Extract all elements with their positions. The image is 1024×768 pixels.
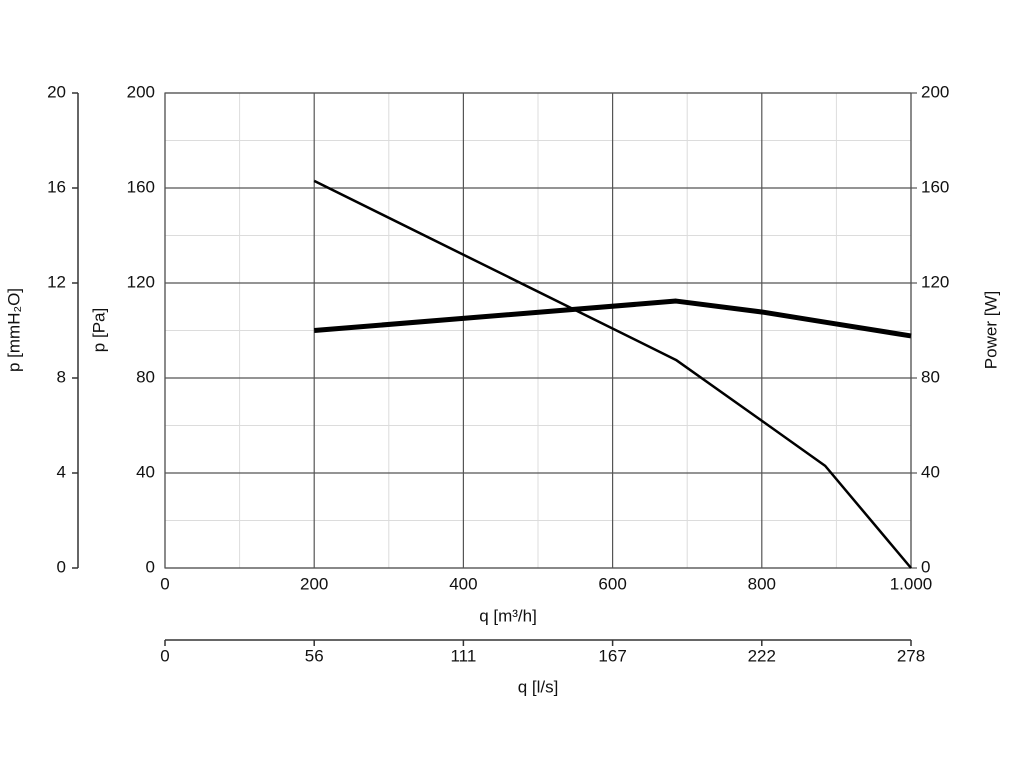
y2-tick-label: 0 xyxy=(921,557,930,576)
x2-tick-label: 0 xyxy=(160,646,169,665)
y3-axis-label: p [mmH₂O] xyxy=(4,288,23,372)
series-line xyxy=(313,298,912,339)
y2-tick-label: 160 xyxy=(921,177,949,196)
x2-tick-label: 111 xyxy=(450,646,476,665)
y-axis-label: p [Pa] xyxy=(89,308,108,352)
y3-tick-label: 4 xyxy=(57,462,66,481)
y-tick-label: 40 xyxy=(136,462,155,481)
x-axis-label: q [m³/h] xyxy=(479,606,537,625)
x-tick-label: 1.000 xyxy=(890,574,933,593)
y-tick-label: 120 xyxy=(127,272,155,291)
y2-tick-label: 80 xyxy=(921,367,940,386)
y3-tick-label: 8 xyxy=(57,367,66,386)
x-tick-label: 600 xyxy=(598,574,626,593)
x-tick-label: 800 xyxy=(748,574,776,593)
x2-axis-label: q [l/s] xyxy=(518,677,559,696)
y3-tick-label: 16 xyxy=(47,177,66,196)
x2-tick-label: 167 xyxy=(598,646,626,665)
x2-tick-label: 278 xyxy=(897,646,925,665)
y2-tick-label: 40 xyxy=(921,462,940,481)
x2-tick-label: 56 xyxy=(305,646,324,665)
x-tick-label: 400 xyxy=(449,574,477,593)
plot-frame xyxy=(164,92,912,569)
y3-tick-label: 12 xyxy=(47,272,66,291)
y3-tick-label: 0 xyxy=(57,557,66,576)
y-tick-label: 160 xyxy=(127,177,155,196)
x2-tick-label: 222 xyxy=(748,646,776,665)
y2-axis-label: Power [W] xyxy=(981,291,1000,369)
y3-tick-label: 20 xyxy=(47,82,66,101)
y-tick-label: 200 xyxy=(127,82,155,101)
x-tick-label: 0 xyxy=(160,574,169,593)
y2-tick-label: 120 xyxy=(921,272,949,291)
series-line xyxy=(313,179,912,569)
y-tick-label: 80 xyxy=(136,367,155,386)
y-tick-label: 0 xyxy=(146,557,155,576)
y2-tick-label: 200 xyxy=(921,82,949,101)
x-tick-label: 200 xyxy=(300,574,328,593)
